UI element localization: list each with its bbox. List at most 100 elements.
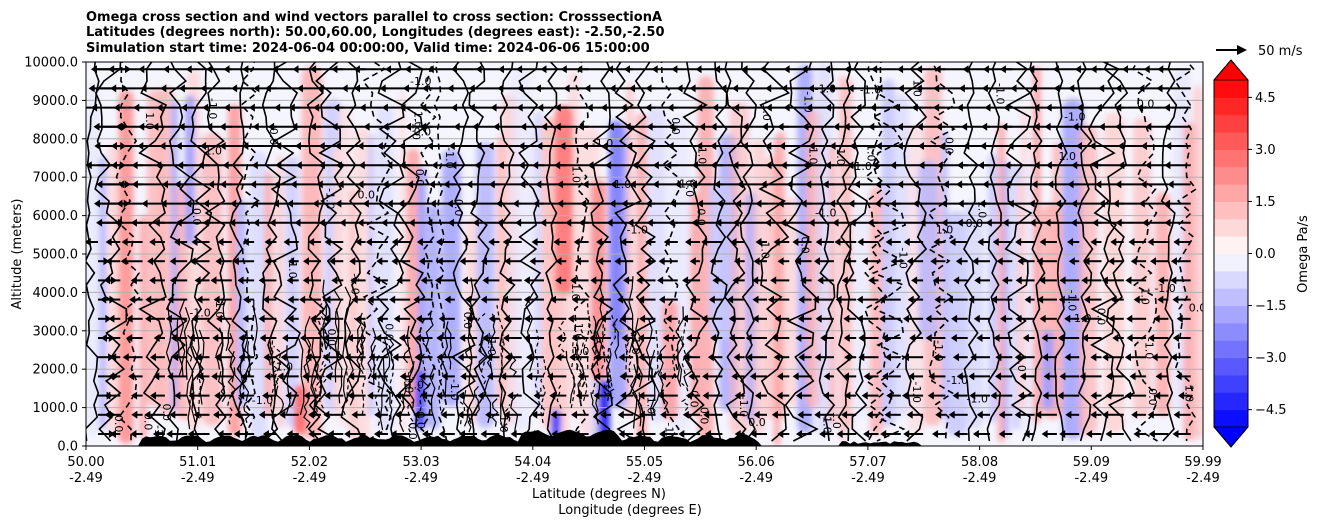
wind-vector-head: [495, 199, 502, 208]
wind-vector-head: [177, 161, 184, 170]
wind-vector-head: [421, 391, 428, 400]
x-tick-label-lon: -2.49: [516, 471, 550, 486]
omega-band: [690, 194, 699, 417]
wind-vector-head: [685, 334, 692, 342]
wind-vector-head: [443, 180, 450, 189]
wind-vector-head: [977, 238, 984, 246]
wind-vector-head: [792, 238, 799, 246]
quiver-key-arrowhead: [1237, 45, 1247, 55]
wind-vector-head: [571, 334, 578, 342]
wind-vector-head: [1042, 353, 1049, 362]
wind-vector-head: [280, 353, 287, 362]
wind-vector-head: [1019, 372, 1026, 381]
contour-line: [86, 62, 100, 442]
x-tick-label-lon: -2.49: [181, 471, 215, 486]
contour-label: -1.0: [850, 160, 871, 173]
wind-vector-head: [665, 161, 672, 170]
wind-vector-head: [557, 180, 564, 189]
omega-extreme: [918, 160, 938, 340]
x-tick-label-lat: 53.03: [402, 455, 439, 470]
wind-vector-head: [436, 353, 443, 362]
wind-vector-head: [584, 84, 591, 93]
contour-line: [386, 388, 393, 420]
wind-vector-head: [968, 295, 975, 304]
wind-vector-head: [802, 161, 809, 170]
y-tick-label: 4000.0: [33, 286, 79, 301]
wind-vector-head: [930, 257, 937, 266]
contour-label: -1.0: [815, 206, 836, 219]
contour-label: 0.0: [160, 404, 173, 422]
wind-vector-head: [935, 410, 942, 419]
wind-vector-head: [318, 142, 325, 150]
wind-vector-head: [1173, 238, 1180, 246]
wind-vector-head: [166, 430, 173, 438]
omega-band: [406, 148, 420, 410]
wind-vector-head: [248, 103, 255, 112]
omega-extreme: [662, 300, 678, 420]
contour-line: [500, 338, 505, 374]
wind-vector-head: [381, 103, 388, 112]
wind-vector-head: [843, 314, 850, 323]
omega-band: [854, 204, 868, 420]
wind-vector-head: [488, 314, 495, 323]
wind-vector-head: [398, 199, 405, 208]
wind-vector-head: [855, 103, 862, 112]
wind-vector-head: [1053, 84, 1060, 93]
wind-vector-head: [110, 84, 117, 93]
wind-vector-head: [191, 314, 198, 323]
colorbar-level: [1214, 132, 1248, 150]
contour-label: 0.0: [112, 415, 125, 433]
wind-vector-head: [526, 353, 533, 362]
wind-vector-head: [1089, 142, 1096, 150]
wind-vector-head: [1150, 257, 1157, 266]
wind-vector-head: [941, 218, 948, 227]
wind-vector-head: [277, 372, 284, 381]
wind-vector-head: [317, 84, 324, 93]
wind-vector-head: [969, 391, 976, 400]
wind-vector-head: [1112, 334, 1119, 342]
wind-vector-head: [1039, 314, 1046, 323]
wind-vector-head: [911, 276, 918, 285]
contour-label: 0.0: [190, 208, 203, 226]
contour-line: [478, 339, 487, 373]
wind-vector-head: [796, 430, 803, 438]
wind-vector-head: [646, 218, 653, 227]
y-axis-label: Altitude (meters): [10, 199, 25, 310]
colorbar-tick-label: 3.0: [1255, 143, 1276, 158]
wind-vector-head: [376, 142, 383, 150]
wind-vector-head: [897, 65, 904, 74]
wind-vector-head: [691, 218, 698, 227]
wind-vector-head: [1064, 353, 1071, 362]
wind-vector-head: [968, 372, 975, 381]
wind-vector-head: [90, 65, 97, 74]
wind-vector-head: [620, 391, 627, 400]
wind-vector-head: [919, 218, 926, 227]
wind-vector-head: [130, 430, 137, 438]
wind-vector-head: [96, 218, 103, 227]
wind-vector-head: [601, 142, 608, 150]
wind-vector-head: [264, 372, 271, 381]
wind-vector-head: [829, 199, 836, 208]
contour-label: -1.0: [896, 247, 909, 268]
wind-vector-head: [472, 218, 479, 227]
contour-label: 1.0: [205, 144, 223, 157]
wind-vector-head: [948, 410, 955, 419]
wind-vector-head: [707, 353, 714, 362]
wind-vector-head: [333, 103, 340, 112]
wind-vector-head: [761, 122, 768, 131]
wind-vector-head: [963, 142, 970, 150]
wind-vector-head: [701, 238, 708, 246]
wind-vector-head: [934, 295, 941, 304]
wind-vector-head: [252, 122, 259, 131]
omega-band: [285, 155, 299, 428]
wind-vector-head: [323, 410, 330, 419]
wind-vector-head: [560, 65, 567, 74]
contour-line: [388, 345, 395, 404]
wind-vector-head: [375, 334, 382, 342]
wind-vector-head: [879, 314, 886, 323]
wind-vector-head: [413, 295, 420, 304]
wind-vector-head: [518, 142, 525, 150]
wind-vector-head: [1098, 122, 1105, 131]
wind-vector-head: [108, 372, 115, 381]
wind-vector-head: [438, 430, 445, 438]
